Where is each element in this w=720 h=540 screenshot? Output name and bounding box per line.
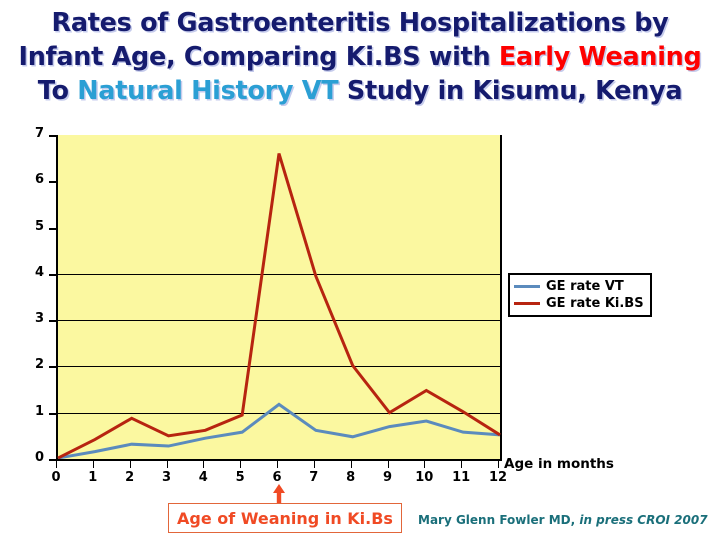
legend-swatch-kibs [514, 302, 540, 305]
series-line-ge-rate-vt [57, 402, 501, 460]
y-tick-label: 2 [34, 357, 44, 373]
title-run-cyan: Natural History VT [77, 76, 339, 106]
citation: Mary Glenn Fowler MD, in press CROI 2007 [418, 513, 708, 527]
x-tick-mark [387, 461, 389, 468]
x-tick-label: 2 [125, 470, 135, 485]
x-tick-mark [277, 461, 278, 468]
y-tick-mark [49, 135, 56, 137]
y-tick-mark [49, 227, 56, 230]
x-tick-label: 9 [382, 470, 393, 485]
legend-item-kibs: GE rate Ki.BS [514, 295, 644, 312]
y-tick-mark [49, 273, 56, 276]
x-tick-label: 8 [346, 470, 356, 485]
x-tick-label: 10 [415, 470, 434, 485]
x-tick-mark [166, 461, 168, 468]
x-tick-mark [313, 461, 315, 468]
gridline [58, 412, 500, 414]
title-run-navy: Infant Age, Comparing Ki.BS with [18, 42, 499, 72]
y-tick-label: 5 [34, 218, 44, 234]
x-tick-label: 0 [51, 470, 61, 485]
legend-label-kibs: GE rate Ki.BS [546, 296, 644, 311]
x-tick-label: 5 [235, 470, 245, 485]
y-tick-mark [49, 181, 56, 184]
y-tick-label: 7 [34, 126, 44, 141]
x-axis-line [56, 459, 502, 461]
x-tick-mark [424, 461, 426, 468]
series-lines [57, 153, 501, 460]
citation-author: Mary Glenn Fowler MD, [418, 513, 576, 527]
x-tick-label: 4 [198, 470, 208, 485]
title-line-3: To Natural History VT Study in Kisumu, K… [0, 74, 720, 108]
legend-swatch-vt [514, 285, 540, 288]
title-run-navy: Rates of Gastroenteritis Hospitalization… [51, 8, 669, 38]
page-title: Rates of Gastroenteritis Hospitalization… [0, 6, 720, 108]
x-tick-mark [350, 461, 352, 468]
legend-label-vt: GE rate VT [546, 279, 624, 294]
x-axis-title: Age in months [504, 456, 614, 472]
legend-item-vt: GE rate VT [514, 278, 644, 295]
x-tick-mark [240, 461, 242, 468]
title-run-navy: To [37, 76, 78, 106]
plot-area [56, 135, 502, 460]
y-tick-mark [49, 320, 56, 323]
citation-source: in press CROI 2007 [575, 513, 708, 527]
x-tick-label: 1 [88, 470, 98, 485]
x-tick-label: 3 [161, 470, 172, 485]
weaning-callout-box: Age of Weaning in Ki.Bs [168, 503, 402, 533]
y-tick-label: 1 [34, 403, 44, 419]
gridline [58, 320, 500, 322]
y-tick-label: 0 [34, 450, 44, 465]
x-tick-mark [203, 461, 205, 468]
series-line-ge-rate-ki-bs [57, 153, 501, 460]
gridline [58, 366, 500, 368]
y-tick-mark [49, 459, 56, 461]
chart-legend: GE rate VT GE rate Ki.BS [508, 273, 652, 317]
y-tick-label: 3 [34, 311, 44, 327]
y-tick-label: 6 [34, 172, 44, 188]
x-tick-mark [56, 461, 57, 468]
y-tick-mark [49, 366, 56, 369]
title-line-1: Rates of Gastroenteritis Hospitalization… [0, 6, 720, 40]
chart: GE rate per 100 infants in age group obs… [0, 125, 720, 485]
weaning-callout-label: Age of Weaning in Ki.Bs [177, 508, 393, 528]
x-tick-mark [461, 461, 463, 468]
x-tick-label: 12 [488, 470, 508, 485]
y-tick-mark [49, 412, 56, 415]
x-tick-mark [92, 461, 94, 468]
x-tick-mark [498, 461, 499, 468]
title-line-2: Infant Age, Comparing Ki.BS with Early W… [0, 40, 720, 74]
x-tick-label: 7 [309, 470, 319, 485]
x-tick-label: 11 [452, 470, 471, 485]
x-tick-mark [129, 461, 131, 468]
weaning-arrow-icon [273, 484, 285, 506]
y-tick-label: 4 [34, 264, 44, 280]
x-tick-label: 6 [272, 470, 282, 485]
gridline [58, 273, 500, 275]
title-run-navy: Study in Kisumu, Kenya [338, 76, 683, 106]
title-run-red: Early Weaning [498, 42, 702, 72]
